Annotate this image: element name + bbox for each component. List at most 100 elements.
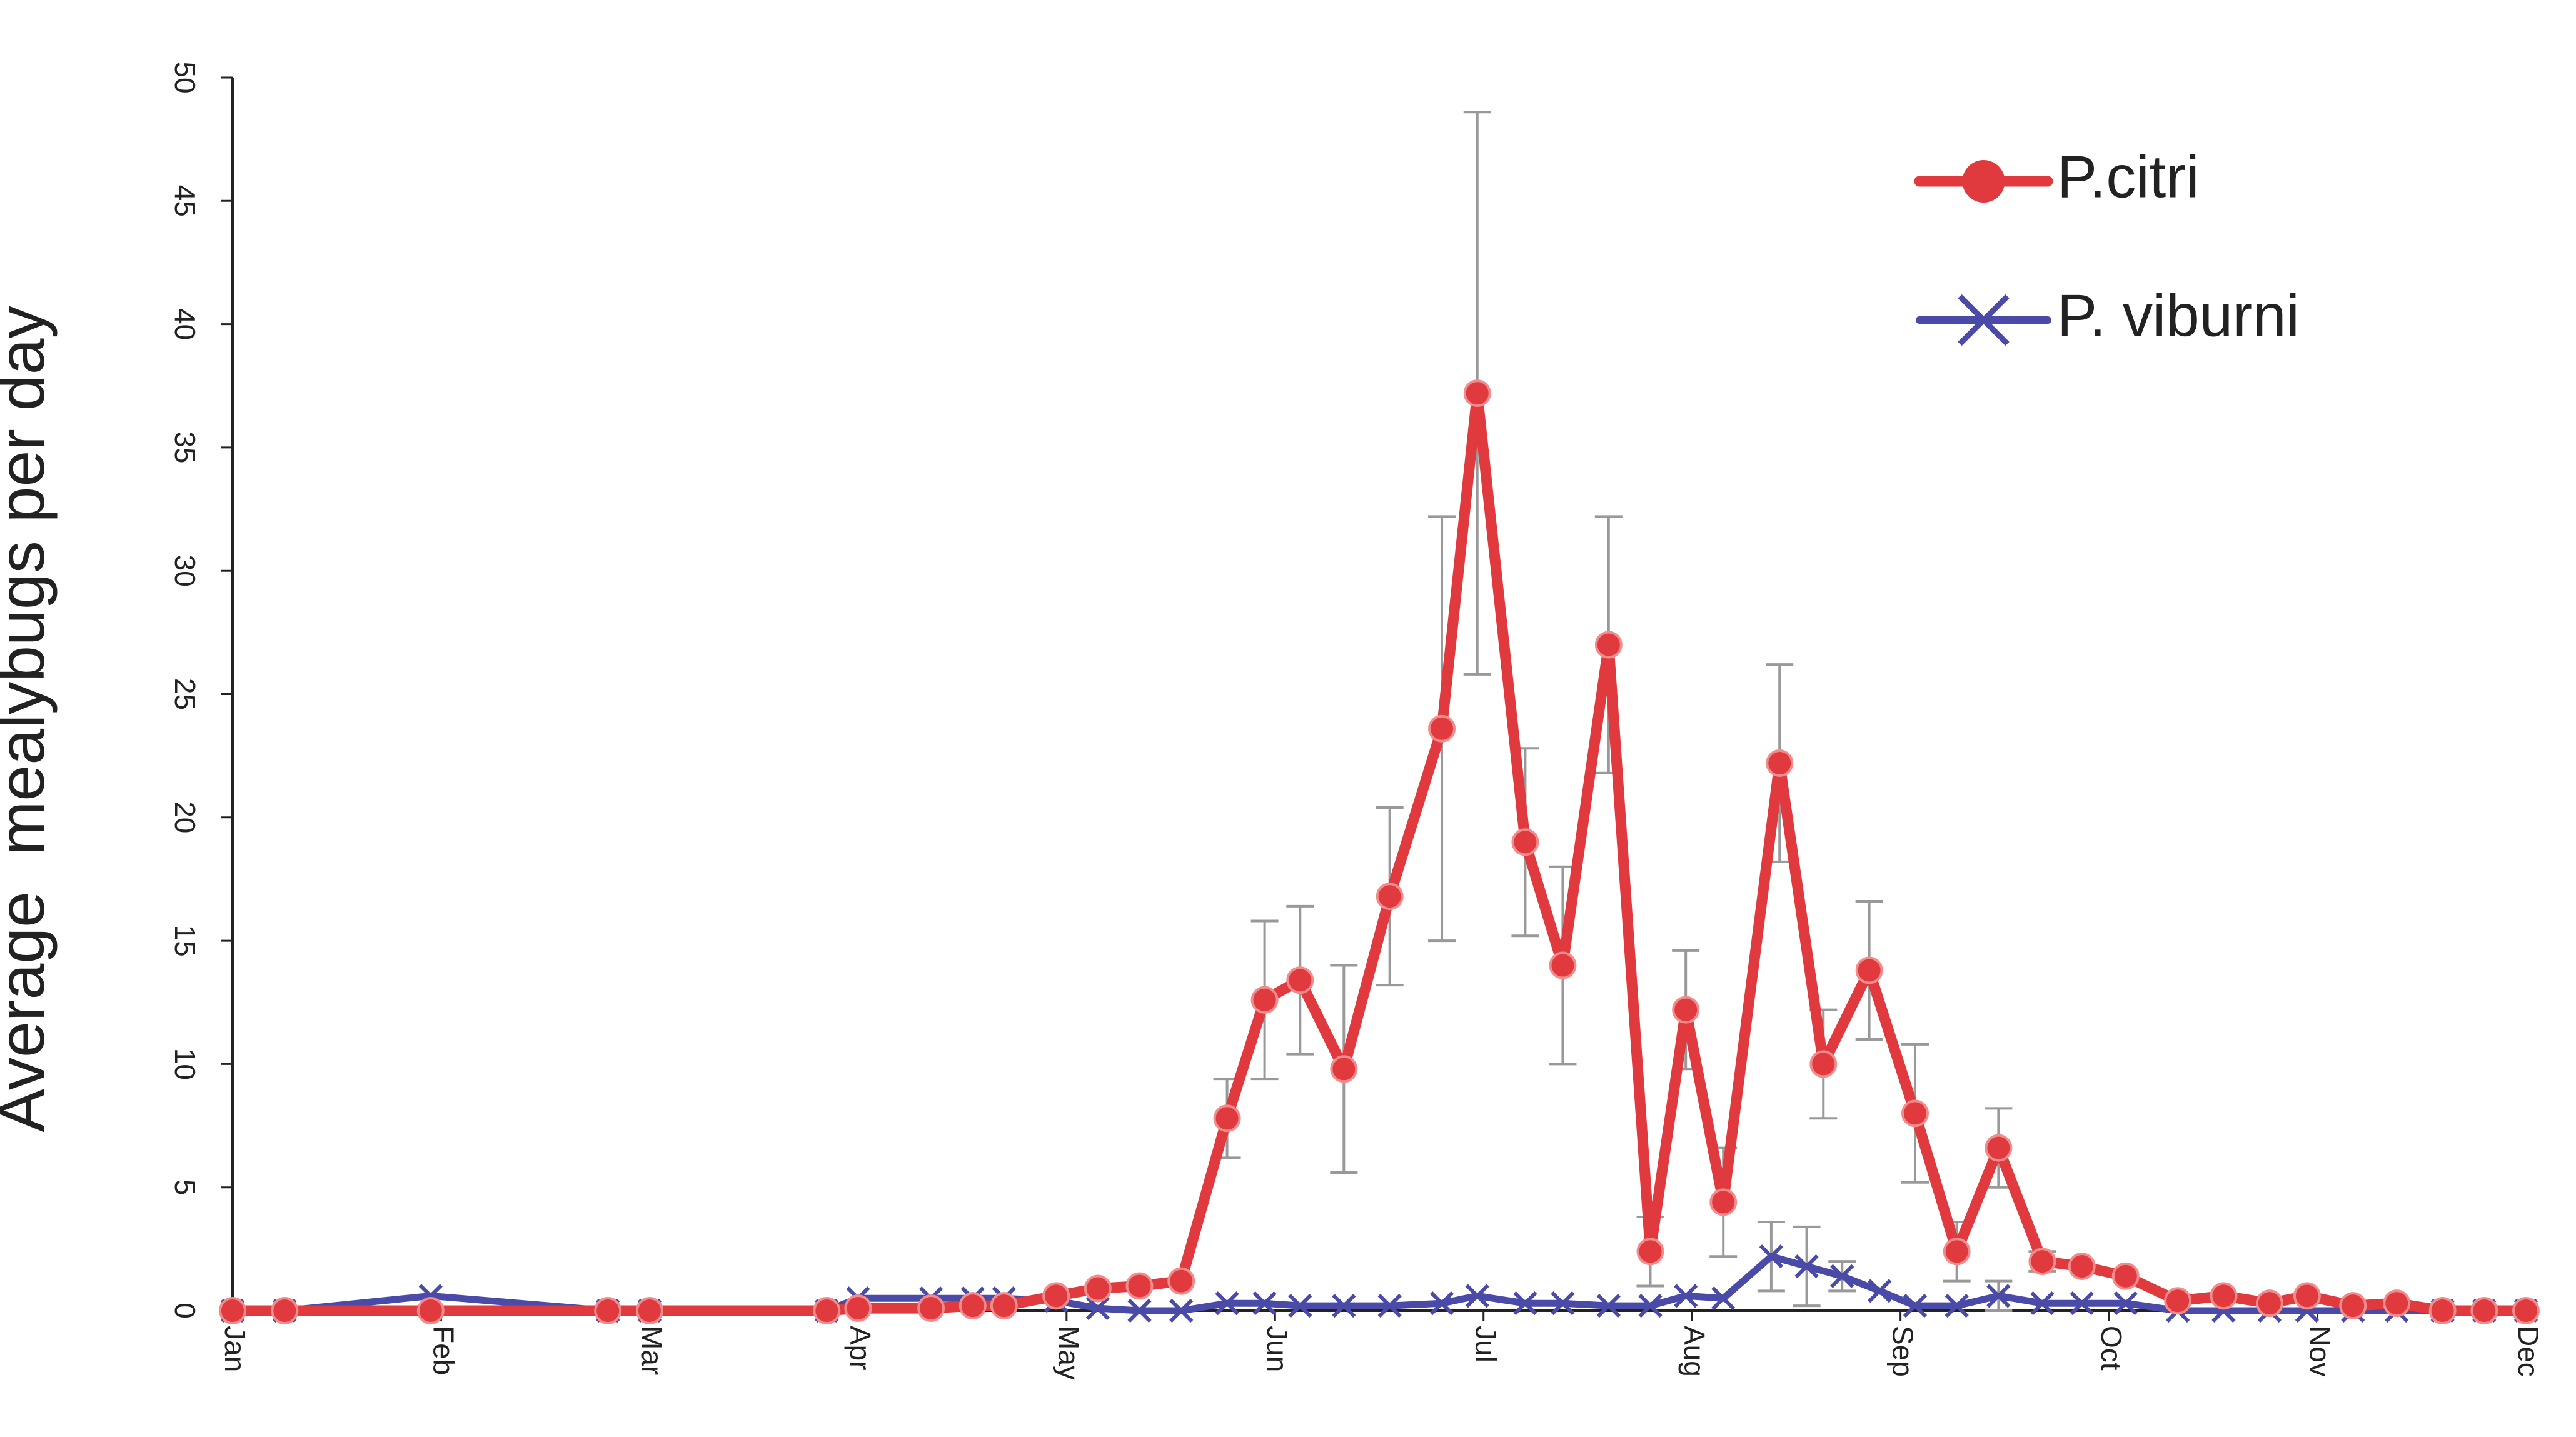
data-point-p-viburni — [1169, 1298, 1194, 1323]
data-point-p-viburni — [1085, 1296, 1110, 1321]
data-point-p-citri — [1084, 1274, 1112, 1303]
data-point-p-citri — [1376, 883, 1404, 911]
y-tick-label: 35 — [169, 431, 201, 463]
x-tick-label: Feb — [427, 1326, 460, 1375]
x-tick-label: Dec — [2512, 1326, 2545, 1377]
data-point-p-citri — [1213, 1104, 1241, 1133]
data-point-p-citri — [271, 1297, 299, 1324]
data-point-p-citri — [2383, 1289, 2411, 1318]
x-tick-label: Nov — [2303, 1326, 2336, 1377]
y-axis-title: Average mealybugs per day — [0, 306, 58, 1133]
data-point-p-citri — [1167, 1267, 1195, 1295]
data-point-p-citri — [958, 1292, 987, 1320]
data-point-p-viburni — [1252, 1291, 1277, 1316]
data-point-p-citri — [1855, 956, 1883, 984]
data-point-p-citri — [917, 1294, 945, 1323]
x-tick-label: May — [1053, 1326, 1085, 1380]
y-tick-label: 10 — [169, 1048, 201, 1080]
legend: P.citri P. viburni — [1914, 143, 2300, 349]
data-point-p-citri — [1709, 1188, 1738, 1216]
y-tick-label: 45 — [169, 185, 201, 217]
x-tick-label: Jun — [1261, 1326, 1294, 1372]
data-point-p-citri — [2210, 1282, 2238, 1310]
legend-marker-p-citri — [1962, 160, 2005, 203]
series-line-p-citri — [227, 388, 2532, 1316]
data-point-p-citri — [635, 1297, 663, 1324]
data-point-p-viburni — [1215, 1291, 1239, 1316]
data-point-p-citri — [2428, 1297, 2457, 1324]
data-point-p-citri — [1330, 1055, 1358, 1083]
data-point-p-citri — [2164, 1287, 2192, 1315]
data-point-p-citri — [1636, 1238, 1664, 1266]
data-point-p-viburni — [1513, 1291, 1537, 1316]
data-point-p-viburni — [2070, 1291, 2094, 1316]
series-layer — [219, 379, 2540, 1324]
y-tick-label: 0 — [169, 1303, 201, 1319]
data-point-p-citri — [1901, 1099, 1929, 1128]
y-axis-ticks: 0 5 10 15 20 25 30 35 40 45 50 — [169, 61, 233, 1319]
data-point-p-viburni — [1429, 1291, 1454, 1316]
data-point-p-citri — [1463, 379, 1491, 408]
data-point-p-citri — [990, 1292, 1018, 1320]
data-point-p-viburni — [1759, 1244, 1784, 1269]
data-point-p-viburni — [1288, 1293, 1312, 1318]
data-point-p-citri — [416, 1297, 445, 1324]
data-point-p-citri — [1286, 966, 1314, 994]
data-point-p-viburni — [1377, 1293, 1402, 1318]
data-point-p-viburni — [1794, 1254, 1819, 1279]
legend-marker-p-viburni — [1958, 294, 2010, 346]
data-point-p-citri — [1549, 951, 1577, 979]
data-point-p-viburni — [1332, 1293, 1356, 1318]
data-point-p-viburni — [1903, 1293, 1928, 1318]
data-point-p-citri — [1125, 1272, 1154, 1300]
data-point-p-citri — [2028, 1248, 2056, 1276]
data-point-p-viburni — [2030, 1291, 2055, 1316]
data-point-p-viburni — [1868, 1279, 1892, 1303]
data-point-p-viburni — [1945, 1293, 1969, 1318]
y-tick-label: 15 — [169, 925, 201, 957]
axes — [231, 78, 2526, 1312]
data-point-p-citri — [844, 1294, 872, 1323]
data-point-p-citri — [1943, 1238, 1971, 1266]
legend-item-p-viburni: P. viburni — [1916, 282, 2300, 349]
data-point-p-citri — [1594, 631, 1623, 659]
legend-item-p-citri: P.citri — [1914, 143, 2200, 210]
series-line-p-viburni — [229, 1253, 2530, 1314]
legend-label-p-citri: P.citri — [2057, 143, 2200, 210]
data-point-p-viburni — [1127, 1298, 1152, 1323]
data-point-p-citri — [2068, 1252, 2096, 1280]
data-point-p-viburni — [1711, 1286, 1736, 1311]
data-point-p-citri — [1985, 1134, 2013, 1162]
data-point-p-citri — [2470, 1297, 2498, 1324]
data-point-p-viburni — [1638, 1293, 1663, 1318]
data-point-p-viburni — [1674, 1284, 1698, 1308]
x-tick-label: Apr — [844, 1326, 877, 1371]
data-point-p-citri — [594, 1297, 622, 1324]
data-point-p-citri — [1809, 1050, 1838, 1078]
x-tick-label: Oct — [2095, 1326, 2128, 1371]
data-point-p-citri — [2111, 1262, 2140, 1290]
x-tick-label: Jul — [1470, 1326, 1502, 1363]
x-tick-label: Jan — [219, 1326, 251, 1372]
data-point-p-citri — [1042, 1282, 1070, 1310]
data-point-p-viburni — [2113, 1291, 2138, 1316]
x-axis-ticks: Jan Feb Mar Apr May Jun Jul Aug Sep Oct Nov Dec — [219, 1311, 2545, 1380]
x-tick-label: Aug — [1678, 1326, 1711, 1377]
y-tick-label: 25 — [169, 678, 201, 710]
legend-label-p-viburni: P. viburni — [2057, 282, 2300, 349]
y-tick-label: 20 — [169, 801, 201, 833]
data-point-p-viburni — [1551, 1291, 1575, 1316]
data-point-p-citri — [813, 1297, 841, 1324]
y-tick-label: 5 — [169, 1179, 201, 1196]
error-bars — [1213, 111, 2056, 1312]
y-tick-label: 40 — [169, 308, 201, 340]
x-tick-label: Sep — [1886, 1326, 1919, 1377]
data-point-p-citri — [1250, 986, 1279, 1014]
data-point-p-citri — [1672, 996, 1700, 1024]
data-point-p-viburni — [1830, 1264, 1854, 1288]
data-point-p-citri — [1511, 828, 1539, 856]
data-point-p-viburni — [1465, 1284, 1489, 1308]
y-tick-label: 50 — [169, 61, 201, 93]
data-point-p-citri — [2255, 1289, 2283, 1318]
